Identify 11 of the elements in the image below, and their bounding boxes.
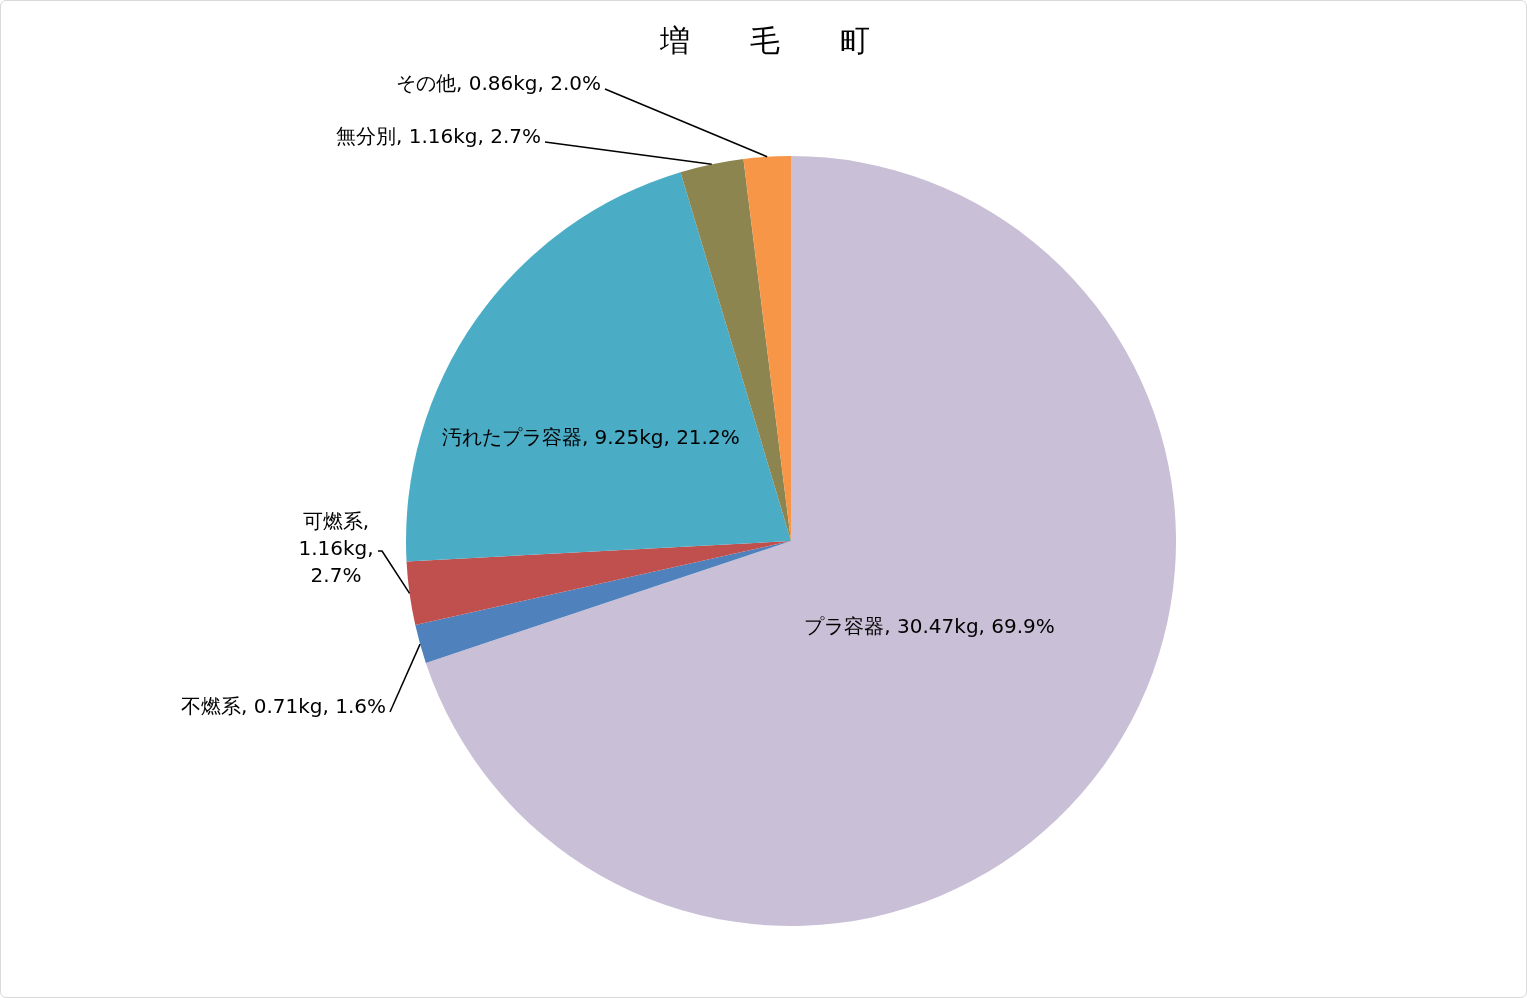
slice-label: その他, 0.86kg, 2.0% (395, 71, 601, 95)
slice-label: 不燃系, 0.71kg, 1.6% (180, 694, 386, 718)
pie-slice (406, 541, 791, 626)
pie-slice (425, 156, 1176, 926)
slice-label: 汚れたプラ容器, 9.25kg, 21.2% (441, 425, 740, 450)
slice-label: 可燃系, 1.16kg, 2.7% (298, 509, 374, 587)
slice-label: 無分別, 1.16kg, 2.7% (335, 124, 541, 148)
chart-title: 増 毛 町 (658, 22, 871, 60)
pie-slice (406, 172, 791, 562)
pie-slice (415, 541, 791, 663)
slice-label: プラ容器, 30.47kg, 69.9% (804, 613, 1055, 638)
